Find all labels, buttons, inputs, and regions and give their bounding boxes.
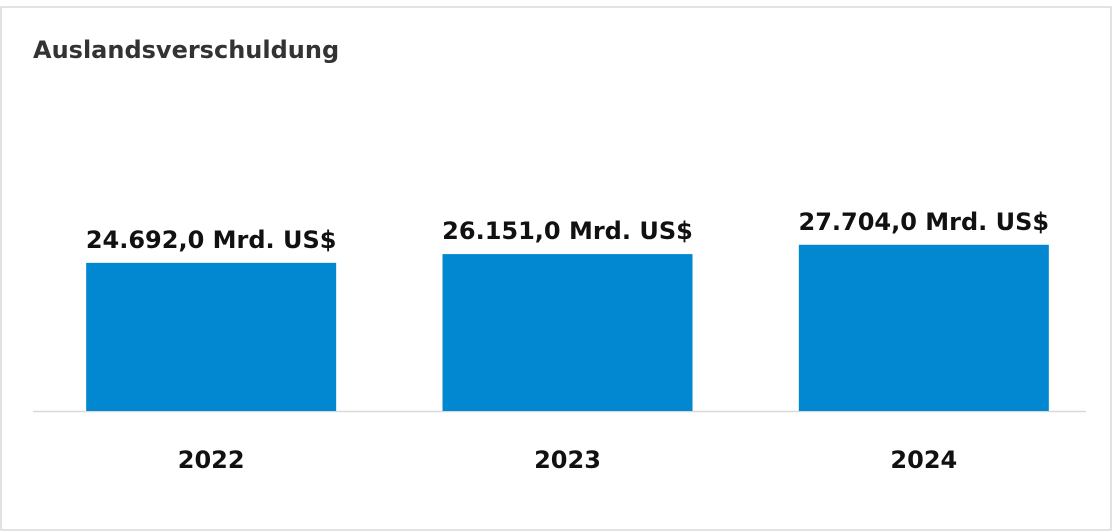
bar xyxy=(442,254,693,411)
x-tick-label: 2023 xyxy=(534,446,601,474)
chart-title: Auslandsverschuldung xyxy=(33,36,339,64)
bar xyxy=(86,262,337,411)
x-tick-label: 2022 xyxy=(178,446,245,474)
data-label: 24.692,0 Mrd. US$ xyxy=(86,226,337,254)
x-tick-label: 2024 xyxy=(890,446,957,474)
data-label: 27.704,0 Mrd. US$ xyxy=(799,208,1050,236)
bar xyxy=(798,244,1049,411)
data-label: 26.151,0 Mrd. US$ xyxy=(442,217,693,245)
